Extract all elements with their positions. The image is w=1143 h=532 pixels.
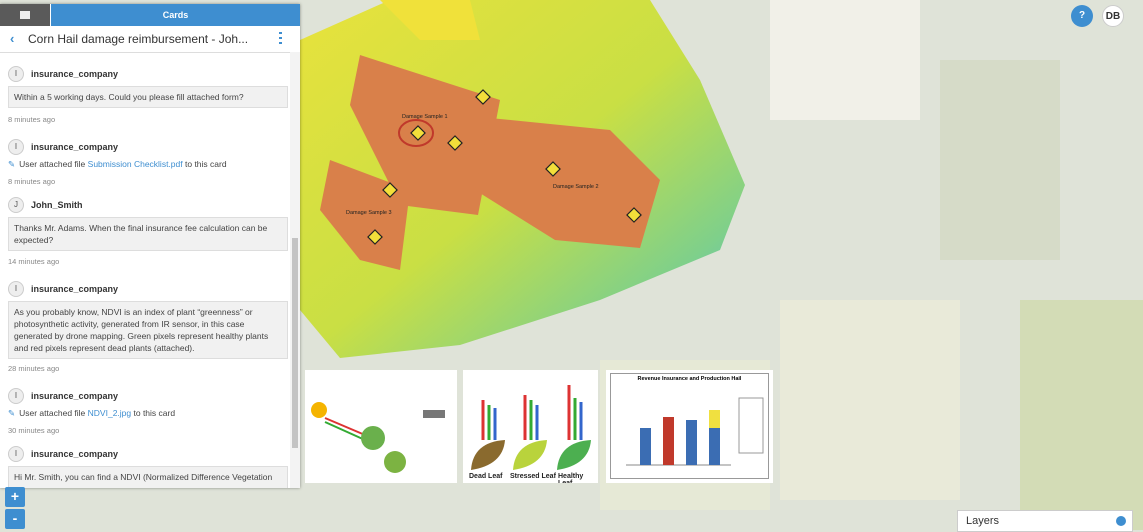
- field: [940, 60, 1060, 260]
- thumbnail-ndvi-diagram[interactable]: [305, 370, 457, 483]
- marker[interactable]: [545, 161, 561, 177]
- map-label: Damage Sample 3: [346, 210, 392, 216]
- map-label: Damage Sample 2: [553, 184, 599, 190]
- leaf-label: Healthy Leaf: [558, 473, 584, 483]
- tree: [384, 451, 406, 473]
- tab-list[interactable]: [0, 4, 50, 26]
- attachment-suffix: to this card: [133, 408, 176, 418]
- marker[interactable]: [410, 125, 426, 141]
- chart-art: [626, 397, 764, 466]
- field: [770, 0, 920, 120]
- thumbnail-chart[interactable]: Revenue Insurance and Production Hail: [606, 370, 773, 483]
- attachment-suffix: to this card: [185, 159, 227, 169]
- marker[interactable]: [367, 229, 383, 245]
- drone: [423, 410, 445, 418]
- avatar: I: [8, 66, 24, 82]
- marker[interactable]: [382, 182, 398, 198]
- bar: [663, 417, 674, 465]
- layers-panel[interactable]: Layers: [957, 510, 1133, 532]
- avatar: I: [8, 281, 24, 297]
- leaf-label: Dead Leaf: [469, 473, 503, 480]
- timestamp: 8 minutes ago: [8, 115, 56, 124]
- attachment: ✎ User attached file NDVI_2.jpg to this c…: [8, 408, 176, 418]
- timestamp: 8 minutes ago: [8, 177, 56, 186]
- chart-frame: [610, 373, 769, 479]
- field: [780, 300, 960, 500]
- field: [380, 0, 480, 40]
- damage-field: [475, 118, 660, 248]
- card-title: Corn Hail damage reimbursement - Joh...: [28, 32, 249, 46]
- author: John_Smith: [31, 200, 83, 210]
- map-label: Damage Sample 1: [402, 114, 448, 120]
- scrollbar[interactable]: [290, 52, 300, 488]
- user-avatar[interactable]: DB: [1102, 5, 1124, 27]
- chart-title: Revenue Insurance and Production Hail: [637, 376, 742, 382]
- timestamp: 14 minutes ago: [8, 257, 60, 266]
- field: [1020, 300, 1143, 530]
- avatar: J: [8, 197, 24, 213]
- author: insurance_company: [31, 69, 119, 79]
- sun: [311, 402, 327, 418]
- zoom-out[interactable]: -: [5, 509, 25, 529]
- highlight: [398, 119, 434, 147]
- leaf: [557, 440, 591, 470]
- author: insurance_company: [31, 142, 119, 152]
- diagram: [311, 402, 445, 473]
- card-header: ‹ Corn Hail damage reimbursement - Joh..…: [0, 26, 300, 53]
- avatar: I: [8, 388, 24, 404]
- file-link[interactable]: NDVI_2.jpg: [87, 408, 132, 418]
- avatar: I: [8, 139, 24, 155]
- leaf: [513, 440, 547, 470]
- author: insurance_company: [31, 391, 119, 401]
- leaves: [471, 385, 591, 470]
- attachment: ✎ User attached file Submission Checklist…: [8, 159, 227, 169]
- chat-button[interactable]: ?: [1071, 5, 1093, 27]
- zoom-in[interactable]: +: [5, 487, 25, 507]
- back-button[interactable]: ‹: [10, 31, 15, 46]
- marker[interactable]: [447, 135, 463, 151]
- timestamp: 28 minutes ago: [8, 364, 60, 373]
- thumbnail-leaves[interactable]: Dead Leaf Stressed Leaf Healthy Leaf: [463, 370, 598, 483]
- bar: [640, 428, 651, 465]
- legend: [738, 397, 764, 454]
- menu-button[interactable]: [279, 32, 282, 44]
- author: insurance_company: [31, 449, 119, 459]
- arrow: [324, 421, 366, 441]
- layers-label: Layers: [966, 515, 1000, 527]
- author: insurance_company: [31, 284, 119, 294]
- bar: [709, 410, 720, 465]
- bar: [686, 420, 697, 465]
- marker[interactable]: [626, 207, 642, 223]
- attachment-prefix: User attached file: [19, 408, 86, 418]
- marker[interactable]: [475, 89, 491, 105]
- attachment-prefix: User attached file: [19, 159, 86, 169]
- tree: [361, 426, 385, 450]
- leaf-label: Stressed Leaf: [510, 473, 556, 480]
- leaf: [471, 440, 505, 470]
- message: Hi Mr. Smith, you can find a NDVI (Norma…: [8, 466, 288, 488]
- file-link[interactable]: Submission Checklist.pdf: [87, 159, 183, 169]
- tab-cards[interactable]: Cards: [51, 4, 300, 26]
- timestamp: 30 minutes ago: [8, 426, 60, 435]
- message: Thanks Mr. Adams. When the final insuran…: [8, 217, 288, 251]
- message: As you probably know, NDVI is an index o…: [8, 301, 288, 359]
- damage-field: [350, 55, 500, 215]
- avatar: I: [8, 446, 24, 462]
- cards-panel: Cards ‹ Corn Hail damage reimbursement -…: [0, 4, 300, 488]
- arrow: [324, 417, 366, 436]
- message: Within a 5 working days. Could you pleas…: [8, 86, 288, 108]
- bar: [709, 410, 720, 428]
